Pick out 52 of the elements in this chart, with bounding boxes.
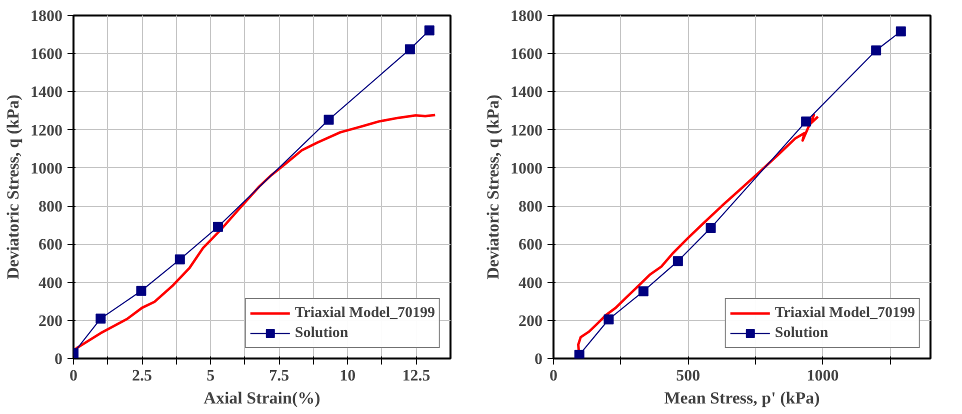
y-tick-label: 400: [38, 274, 62, 292]
point: [212, 222, 223, 232]
x-tick-label: 1000: [806, 368, 839, 384]
x-tick-label: 7.5: [269, 368, 290, 384]
legend-label: Solution: [294, 324, 348, 342]
point: [672, 256, 683, 266]
point: [324, 114, 334, 125]
x-tick-label: 12.5: [402, 368, 430, 384]
y-tick-label: 1400: [510, 84, 542, 102]
y-tick-label: 1200: [30, 122, 62, 140]
y-tick-label: 200: [38, 312, 62, 330]
point: [706, 222, 716, 233]
y-tick-label: 200: [518, 312, 542, 330]
x-axis-title: Axial Strain(%): [204, 388, 320, 408]
y-tick-label: 1400: [30, 84, 62, 102]
point: [896, 26, 906, 36]
y-tick-label: 1800: [30, 8, 62, 25]
legend-label: Triaxial Model_70199: [294, 304, 435, 322]
legend-label: Solution: [774, 324, 828, 342]
x-tick-label: 10: [340, 368, 356, 384]
y-tick-label: 1200: [510, 122, 542, 140]
point: [574, 350, 584, 358]
y-tick-label: 1800: [510, 8, 542, 25]
y-tick-label: 0: [534, 351, 542, 368]
y-axis-title: Deviatoric Stress, q (kPa): [4, 94, 22, 280]
point: [96, 314, 106, 324]
x-tick-label: 0: [70, 368, 78, 384]
y-tick-label: 1000: [510, 160, 542, 178]
y-tick-label: 800: [38, 198, 62, 216]
y-tick-label: 600: [518, 236, 542, 254]
y-tick-label: 600: [38, 236, 62, 254]
x-tick-label: 5: [206, 368, 215, 384]
y-tick-label: 800: [518, 198, 542, 216]
y-tick-label: 1600: [30, 46, 62, 64]
y-axis-title: Deviatoric Stress, q (kPa): [484, 94, 502, 280]
y-tick-label: 1600: [510, 46, 542, 64]
y-tick-label: 0: [54, 351, 62, 368]
point: [801, 116, 812, 126]
point: [174, 254, 185, 264]
point: [604, 314, 614, 324]
point: [404, 44, 415, 54]
x-axis-title: Mean Stress, p' (kPa): [664, 388, 820, 408]
x-tick-label: 0: [550, 368, 558, 384]
point: [871, 45, 882, 56]
point: [136, 286, 146, 296]
point: [638, 286, 648, 296]
y-tick-label: 400: [518, 274, 542, 292]
x-tick-label: 2.5: [132, 368, 152, 384]
legend-label: Triaxial Model_70199: [774, 304, 915, 322]
y-tick-label: 1000: [30, 160, 62, 178]
x-tick-label: 500: [676, 368, 700, 384]
point: [424, 25, 434, 36]
